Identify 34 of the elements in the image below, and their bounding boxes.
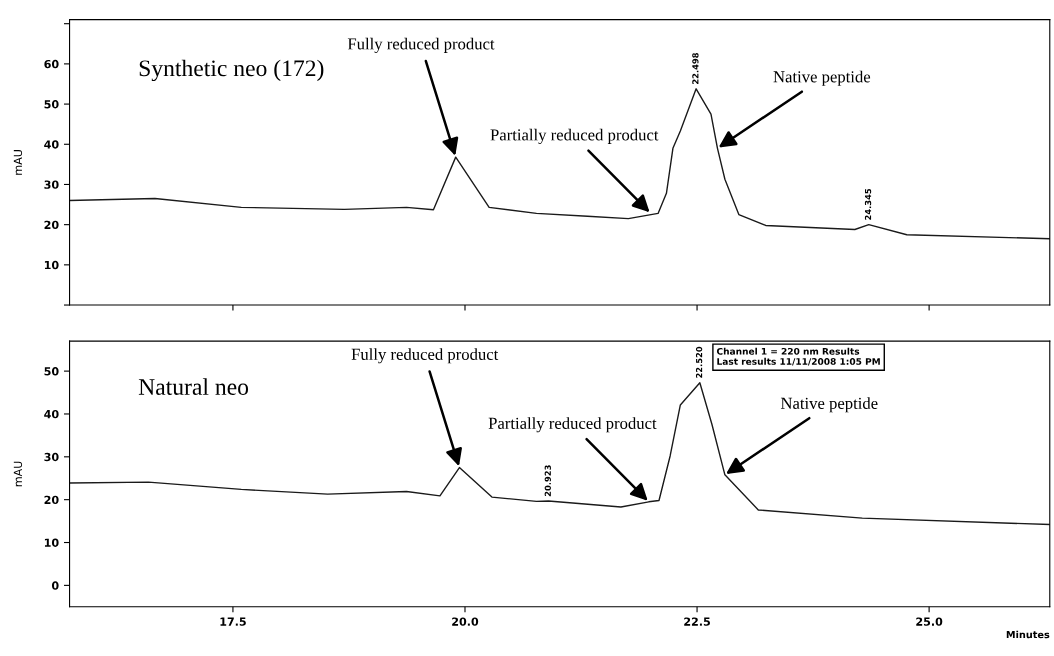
y-tick-label: 10 [44, 538, 59, 547]
annotation: 24.345 [864, 188, 872, 220]
annotation: Fully reduced product [351, 348, 499, 364]
y-tick-label: 60 [44, 59, 59, 69]
annotation: 20.923 [544, 465, 551, 497]
annotation: 22.498 [692, 53, 699, 84]
y-tick-label: 30 [44, 180, 59, 189]
x-axis-title: Minutes [1006, 630, 1050, 639]
annotation: Native peptide [780, 397, 878, 413]
line-series [69, 88, 1050, 240]
annotation: Last results 11/11/2008 1:05 PM [717, 357, 880, 366]
y-tick-label: 20 [44, 220, 59, 230]
y-tick-label: 50 [44, 367, 59, 376]
y-tick-label: 40 [44, 140, 59, 149]
y-axis-title: mAU [13, 150, 23, 175]
y-tick-label: 40 [44, 409, 59, 419]
annotation: 22.520 [695, 346, 703, 378]
y-tick-label: 0 [51, 581, 59, 590]
text: Natural neo [138, 378, 249, 395]
x-tick-label: 20.0 [452, 617, 479, 626]
annotation: Channel 1 = 220 nm Results [716, 347, 860, 355]
x-tick-label: 22.5 [684, 617, 710, 626]
annotation: Fully reduced product [347, 37, 495, 53]
annotation: Partially reduced product [490, 128, 659, 144]
y-tick-label: 50 [44, 100, 59, 109]
y-tick-label: 20 [44, 495, 59, 505]
y-axis-title: mAU [13, 461, 23, 487]
y-tick-label: 10 [44, 260, 59, 270]
text: Synthetic neo (172) [139, 59, 324, 82]
x-tick-label: 25.0 [916, 617, 943, 626]
x-tick-label: 17.5 [220, 617, 246, 626]
annotation: Partially reduced product [488, 417, 657, 433]
y-tick-label: 30 [44, 452, 59, 462]
annotation: Native peptide [773, 70, 871, 86]
